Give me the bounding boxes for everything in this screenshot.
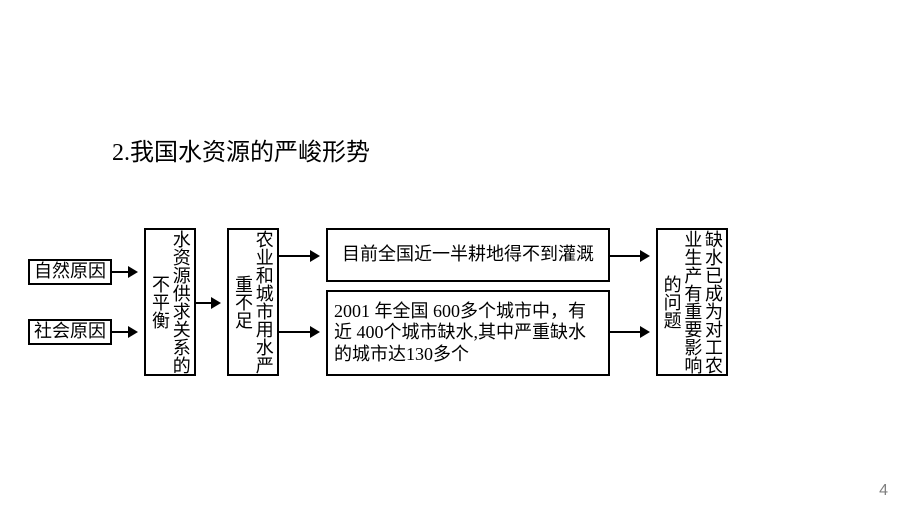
page-number: 4 xyxy=(879,482,888,500)
node-cities: 2001 年全国 600多个城市中，有近 400个城市缺水,其中严重缺水的城市达… xyxy=(326,290,610,376)
flowchart-container: 自然原因 社会原因 水资源供求关系的不平衡 农业和城市用水严重不足 目前全国近一… xyxy=(28,228,892,388)
node-ag-urban-shortage: 农业和城市用水严重不足 xyxy=(227,228,279,376)
node-label: 水资源供求关系的不平衡 xyxy=(149,230,190,374)
node-farmland: 目前全国近一半耕地得不到灌溉 xyxy=(326,228,610,282)
node-label: 2001 年全国 600多个城市中，有近 400个城市缺水,其中严重缺水的城市达… xyxy=(334,301,602,366)
node-social-cause: 社会原因 xyxy=(28,319,112,345)
edge-arrow xyxy=(196,302,219,304)
node-label: 自然原因 xyxy=(34,261,106,283)
node-conclusion: 缺水已成为对工农业生产有重要影响的问题 xyxy=(656,228,728,376)
edge-arrow xyxy=(610,331,648,333)
node-supply-demand: 水资源供求关系的不平衡 xyxy=(144,228,196,376)
edge-arrow xyxy=(112,331,136,333)
node-label: 目前全国近一半耕地得不到灌溉 xyxy=(342,244,594,266)
node-label: 农业和城市用水严重不足 xyxy=(232,230,273,374)
edge-arrow xyxy=(279,331,318,333)
edge-arrow xyxy=(610,255,648,257)
node-label: 缺水已成为对工农业生产有重要影响的问题 xyxy=(661,230,723,374)
edge-arrow xyxy=(112,271,136,273)
edge-arrow xyxy=(279,255,318,257)
node-label: 社会原因 xyxy=(34,321,106,343)
section-title: 2.我国水资源的严峻形势 xyxy=(112,132,370,167)
node-natural-cause: 自然原因 xyxy=(28,259,112,285)
